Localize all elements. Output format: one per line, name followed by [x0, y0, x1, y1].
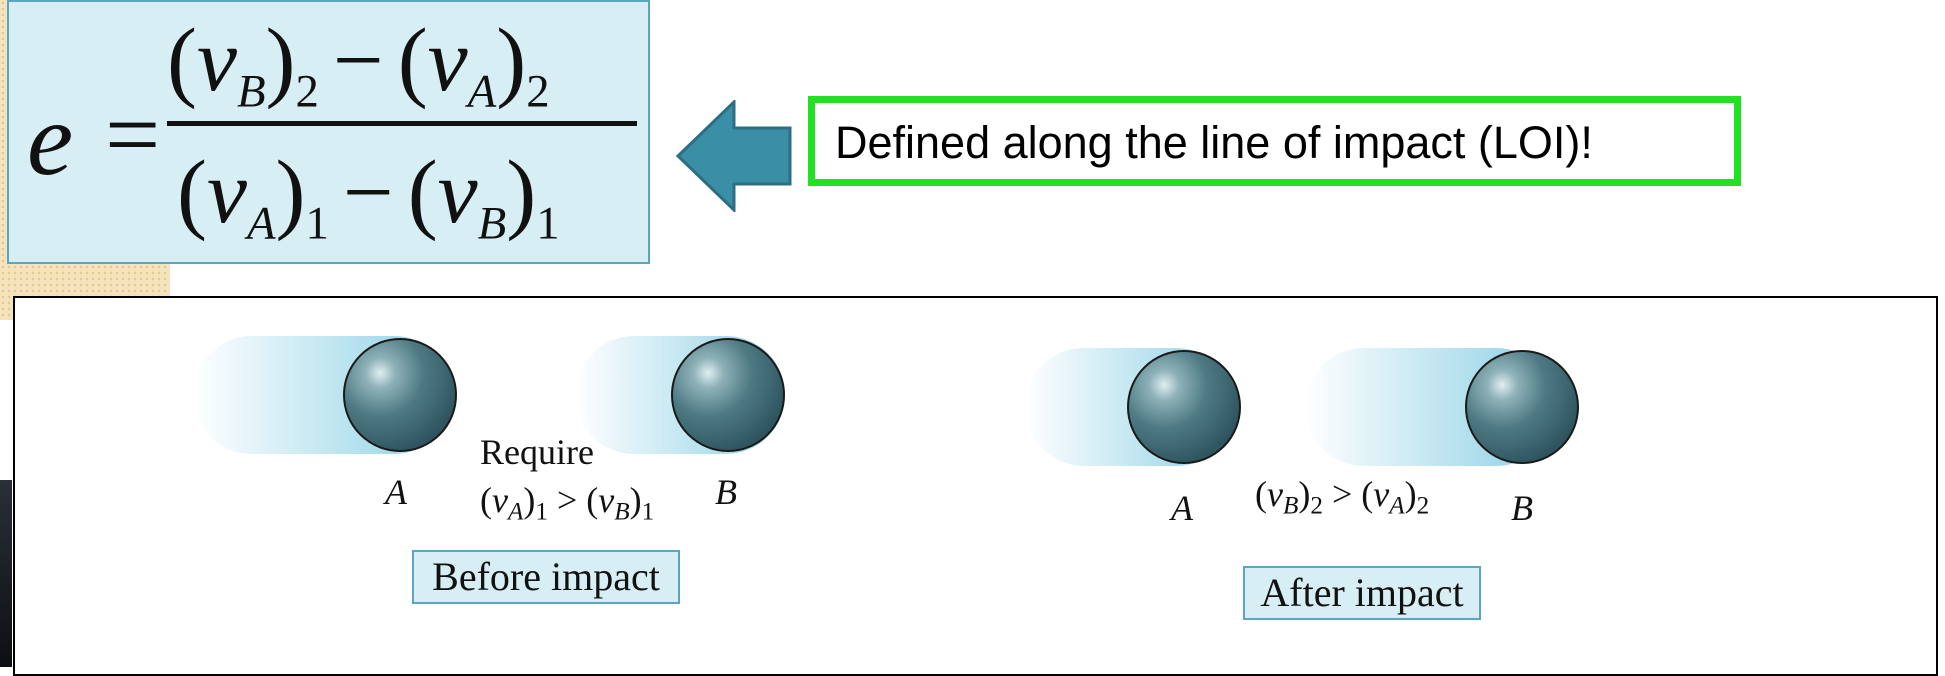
ball-b-label: B	[1511, 488, 1533, 528]
state-index: 2	[1416, 492, 1430, 520]
restitution-formula-box: e = (vB)2− (vA)2 (vA)1− (vB)1	[7, 0, 650, 264]
velocity-symbol: v	[427, 11, 468, 110]
ball-a-after	[1127, 350, 1241, 464]
body-subscript: A	[507, 498, 524, 526]
require-label: Require	[480, 432, 594, 472]
velocity-symbol: v	[598, 480, 615, 520]
background-edge-image	[0, 480, 12, 667]
ball-b-after	[1465, 350, 1579, 464]
state-index: 2	[1310, 492, 1323, 520]
ball-a-label: A	[385, 472, 407, 512]
state-index: 1	[535, 498, 548, 526]
impact-diagram-panel: A B Require (vA)1 > (vB)1 Before impact …	[13, 296, 1938, 676]
state-index: 2	[526, 65, 550, 118]
left-arrow-icon	[676, 100, 792, 212]
paren: (	[397, 11, 428, 110]
loi-callout-box: Defined along the line of impact (LOI)!	[808, 96, 1741, 186]
body-subscript: B	[477, 197, 507, 250]
state-index: 2	[295, 65, 319, 118]
greater-than: >	[1331, 474, 1353, 514]
paren: )	[496, 11, 527, 110]
body-subscript: B	[236, 65, 266, 118]
velocity-symbol: v	[492, 480, 508, 520]
paren: (	[167, 11, 197, 110]
formula-lhs: e	[27, 82, 74, 197]
ball-b-before	[671, 338, 785, 452]
formula-equals: =	[105, 81, 161, 189]
paren: (	[177, 143, 207, 242]
velocity-symbol: v	[1373, 474, 1390, 514]
ball-b-label: B	[715, 472, 737, 512]
velocity-symbol: v	[1267, 474, 1283, 514]
body-subscript: B	[614, 498, 630, 526]
paren: (	[407, 143, 438, 242]
body-subscript: B	[1282, 492, 1299, 520]
ball-a-before	[343, 338, 457, 452]
body-subscript: A	[1389, 492, 1405, 520]
body-subscript: A	[467, 65, 497, 118]
ball-a-label: A	[1171, 488, 1193, 528]
before-condition: (vA)1 > (vB)1	[480, 480, 655, 526]
after-condition: (vB)2 > (vA)2	[1255, 474, 1430, 520]
formula-denominator: (vA)1− (vB)1	[177, 148, 560, 247]
fraction-bar	[167, 121, 637, 126]
greater-than: >	[556, 480, 578, 520]
before-impact-caption: Before impact	[412, 550, 680, 604]
paren: )	[506, 143, 537, 242]
minus-sign: −	[332, 11, 384, 110]
paren: )	[265, 11, 296, 110]
paren: )	[275, 143, 306, 242]
velocity-symbol: v	[196, 11, 237, 110]
minus-sign: −	[342, 143, 394, 242]
velocity-symbol: v	[206, 143, 247, 242]
loi-callout-text: Defined along the line of impact (LOI)!	[835, 117, 1593, 168]
restitution-formula: e = (vB)2− (vA)2 (vA)1− (vB)1	[27, 16, 647, 256]
velocity-symbol: v	[437, 143, 478, 242]
state-index: 1	[641, 498, 655, 526]
body-subscript: A	[246, 197, 276, 250]
state-index: 1	[305, 197, 329, 250]
state-index: 1	[536, 197, 560, 250]
after-impact-caption: After impact	[1243, 566, 1481, 620]
formula-numerator: (vB)2− (vA)2	[167, 16, 550, 115]
